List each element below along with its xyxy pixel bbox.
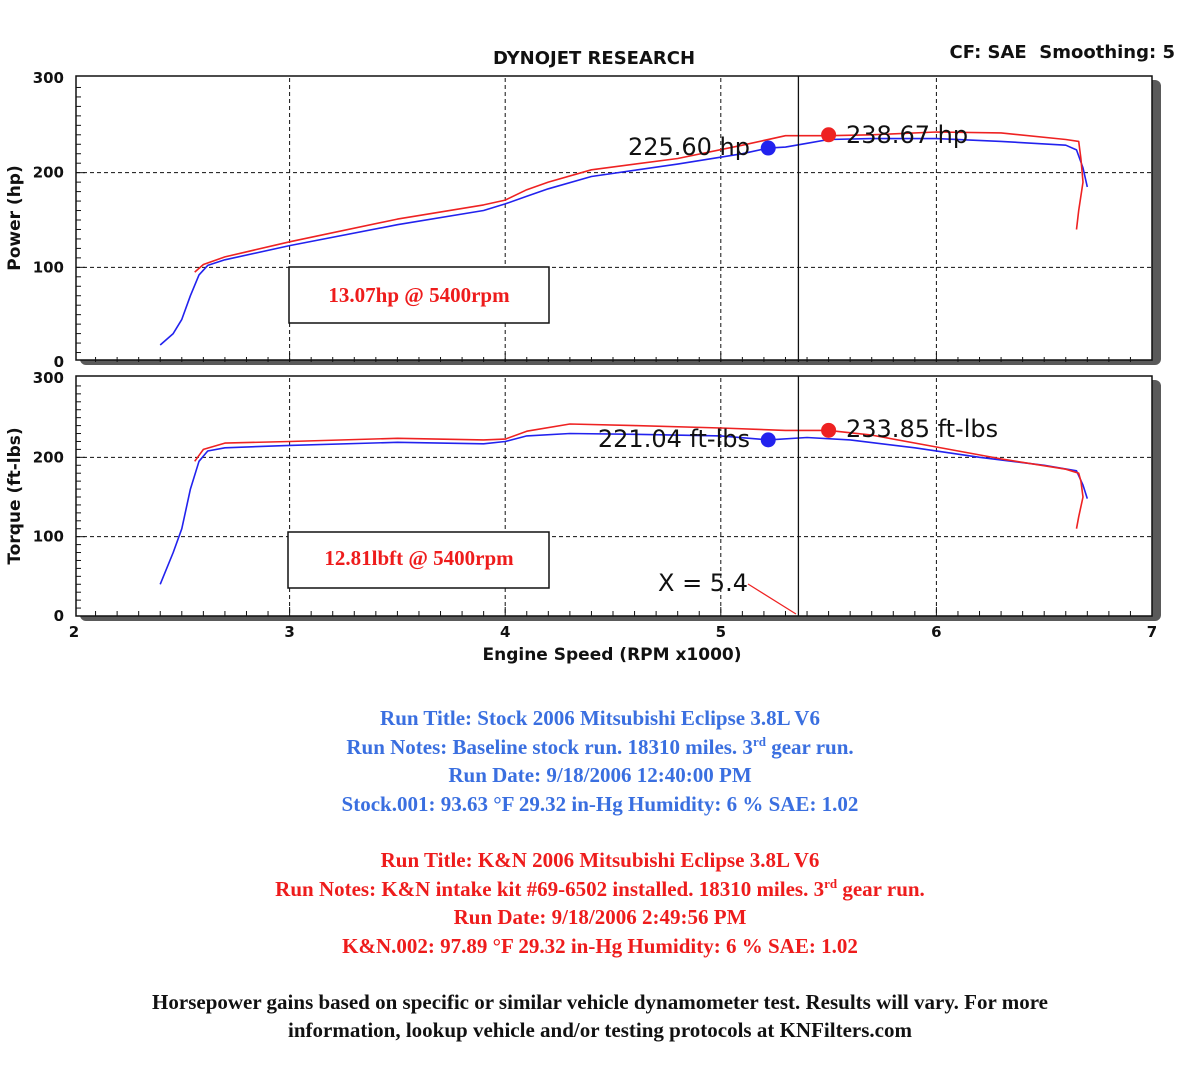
x-axis-label: Engine Speed (RPM x1000) — [482, 645, 741, 665]
torque-gain-note: 12.81lbft @ 5400rpm — [324, 546, 514, 570]
torque-marker-label-kn: 233.85 ft-lbs — [846, 415, 998, 443]
power-y-tick-labels: 0 100 200 300 — [33, 69, 64, 371]
kn-run-info: Run Title: K&N 2006 Mitsubishi Eclipse 3… — [0, 846, 1200, 960]
power-series — [159, 131, 1089, 346]
kn-run-notes: Run Notes: K&N intake kit #69-6502 insta… — [0, 875, 1200, 904]
disclaimer: Horsepower gains based on specific or si… — [50, 988, 1150, 1044]
torque-y-tick-label-100: 100 — [33, 528, 64, 546]
torque-y-axis-label: Torque (ft-lbs) — [5, 427, 25, 564]
torque-y-tick-label-300: 300 — [33, 369, 64, 387]
stock-run-notes-sup: rd — [752, 733, 766, 749]
torque-panel: 0 100 200 300 2 3 4 5 6 7 221.04 ft-lbs 233.85 ft… — [5, 369, 1161, 665]
cursor-readout-leader — [747, 583, 797, 615]
kn-run-date: Run Date: 9/18/2006 2:49:56 PM — [453, 905, 747, 929]
torque-x-tick-labels: 2 3 4 5 6 7 — [69, 623, 1157, 641]
torque-y-tick-label-200: 200 — [33, 448, 64, 466]
stock-run-notes: Run Notes: Baseline stock run. 18310 mil… — [0, 733, 1200, 762]
x-tick-label-5: 5 — [716, 623, 726, 641]
torque-frame — [75, 375, 1153, 617]
dyno-chart: DYNOJET RESEARCH CF: SAE Smoothing: 5 0 1… — [5, 42, 1175, 665]
stock-run-date: Run Date: 9/18/2006 12:40:00 PM — [448, 763, 752, 787]
kn-run-title: Run Title: K&N 2006 Mitsubishi Eclipse 3… — [380, 848, 820, 872]
chart-header-title: DYNOJET RESEARCH — [493, 48, 695, 69]
power-panel: 0 100 200 300 225.60 hp 238.67 hp Power (hp)… — [5, 69, 1161, 371]
kn-run-notes-main: Run Notes: K&N intake kit #69-6502 insta… — [275, 876, 825, 901]
power-gain-box — [288, 266, 550, 324]
power-series-stock-line — [159, 137, 1089, 346]
kn-run-notes-sup: rd — [824, 875, 838, 891]
torque-marker-stock — [760, 432, 776, 448]
stock-run-info: Run Title: Stock 2006 Mitsubishi Eclipse… — [0, 704, 1200, 818]
power-marker-kn — [821, 127, 837, 143]
power-ticks — [76, 86, 1131, 362]
power-markers: 225.60 hp 238.67 hp — [628, 121, 968, 161]
torque-series-kn-line — [194, 423, 1084, 529]
torque-series-stock-line — [159, 432, 1089, 585]
power-marker-label-kn: 238.67 hp — [846, 121, 968, 149]
power-y-tick-label-200: 200 — [33, 164, 64, 182]
torque-y-tick-label-0: 0 — [54, 607, 64, 625]
torque-ticks — [76, 385, 1131, 616]
stock-run-title: Run Title: Stock 2006 Mitsubishi Eclipse… — [380, 706, 820, 730]
x-tick-label-2: 2 — [69, 623, 79, 641]
x-tick-label-6: 6 — [931, 623, 941, 641]
torque-markers: 221.04 ft-lbs 233.85 ft-lbs — [598, 415, 998, 453]
torque-y-tick-labels: 0 100 200 300 — [33, 369, 64, 625]
power-marker-label-stock: 225.60 hp — [628, 133, 750, 161]
power-frame — [75, 75, 1153, 361]
power-gain-note: 13.07hp @ 5400rpm — [328, 283, 510, 307]
power-grid — [76, 78, 1152, 362]
torque-gain-box — [287, 531, 550, 589]
power-series-kn-line — [194, 131, 1084, 273]
x-tick-label-4: 4 — [500, 623, 510, 641]
torque-marker-label-stock: 221.04 ft-lbs — [598, 425, 750, 453]
torque-series — [159, 423, 1089, 585]
disclaimer-line-2: information, lookup vehicle and/or testi… — [288, 1018, 912, 1042]
power-y-tick-label-300: 300 — [33, 69, 64, 87]
power-y-axis-label: Power (hp) — [5, 165, 25, 271]
stock-run-notes-main: Run Notes: Baseline stock run. 18310 mil… — [346, 734, 753, 759]
power-y-tick-label-100: 100 — [33, 258, 64, 276]
power-marker-stock — [760, 140, 776, 156]
cursor-readout: X = 5.4 — [658, 569, 748, 597]
kn-run-notes-tail: gear run. — [837, 876, 925, 901]
chart-header-settings: CF: SAE Smoothing: 5 — [950, 42, 1175, 63]
kn-run-conditions: K&N.002: 97.89 °F 29.32 in-Hg Humidity: … — [342, 933, 858, 958]
power-y-tick-label-0: 0 — [54, 353, 64, 371]
x-tick-label-7: 7 — [1147, 623, 1157, 641]
stock-run-notes-tail: gear run. — [765, 734, 854, 759]
disclaimer-line-1: Horsepower gains based on specific or si… — [152, 990, 1048, 1014]
torque-marker-kn — [821, 422, 837, 438]
stock-run-conditions: Stock.001: 93.63 °F 29.32 in-Hg Humidity… — [341, 791, 859, 816]
x-tick-label-3: 3 — [284, 623, 294, 641]
